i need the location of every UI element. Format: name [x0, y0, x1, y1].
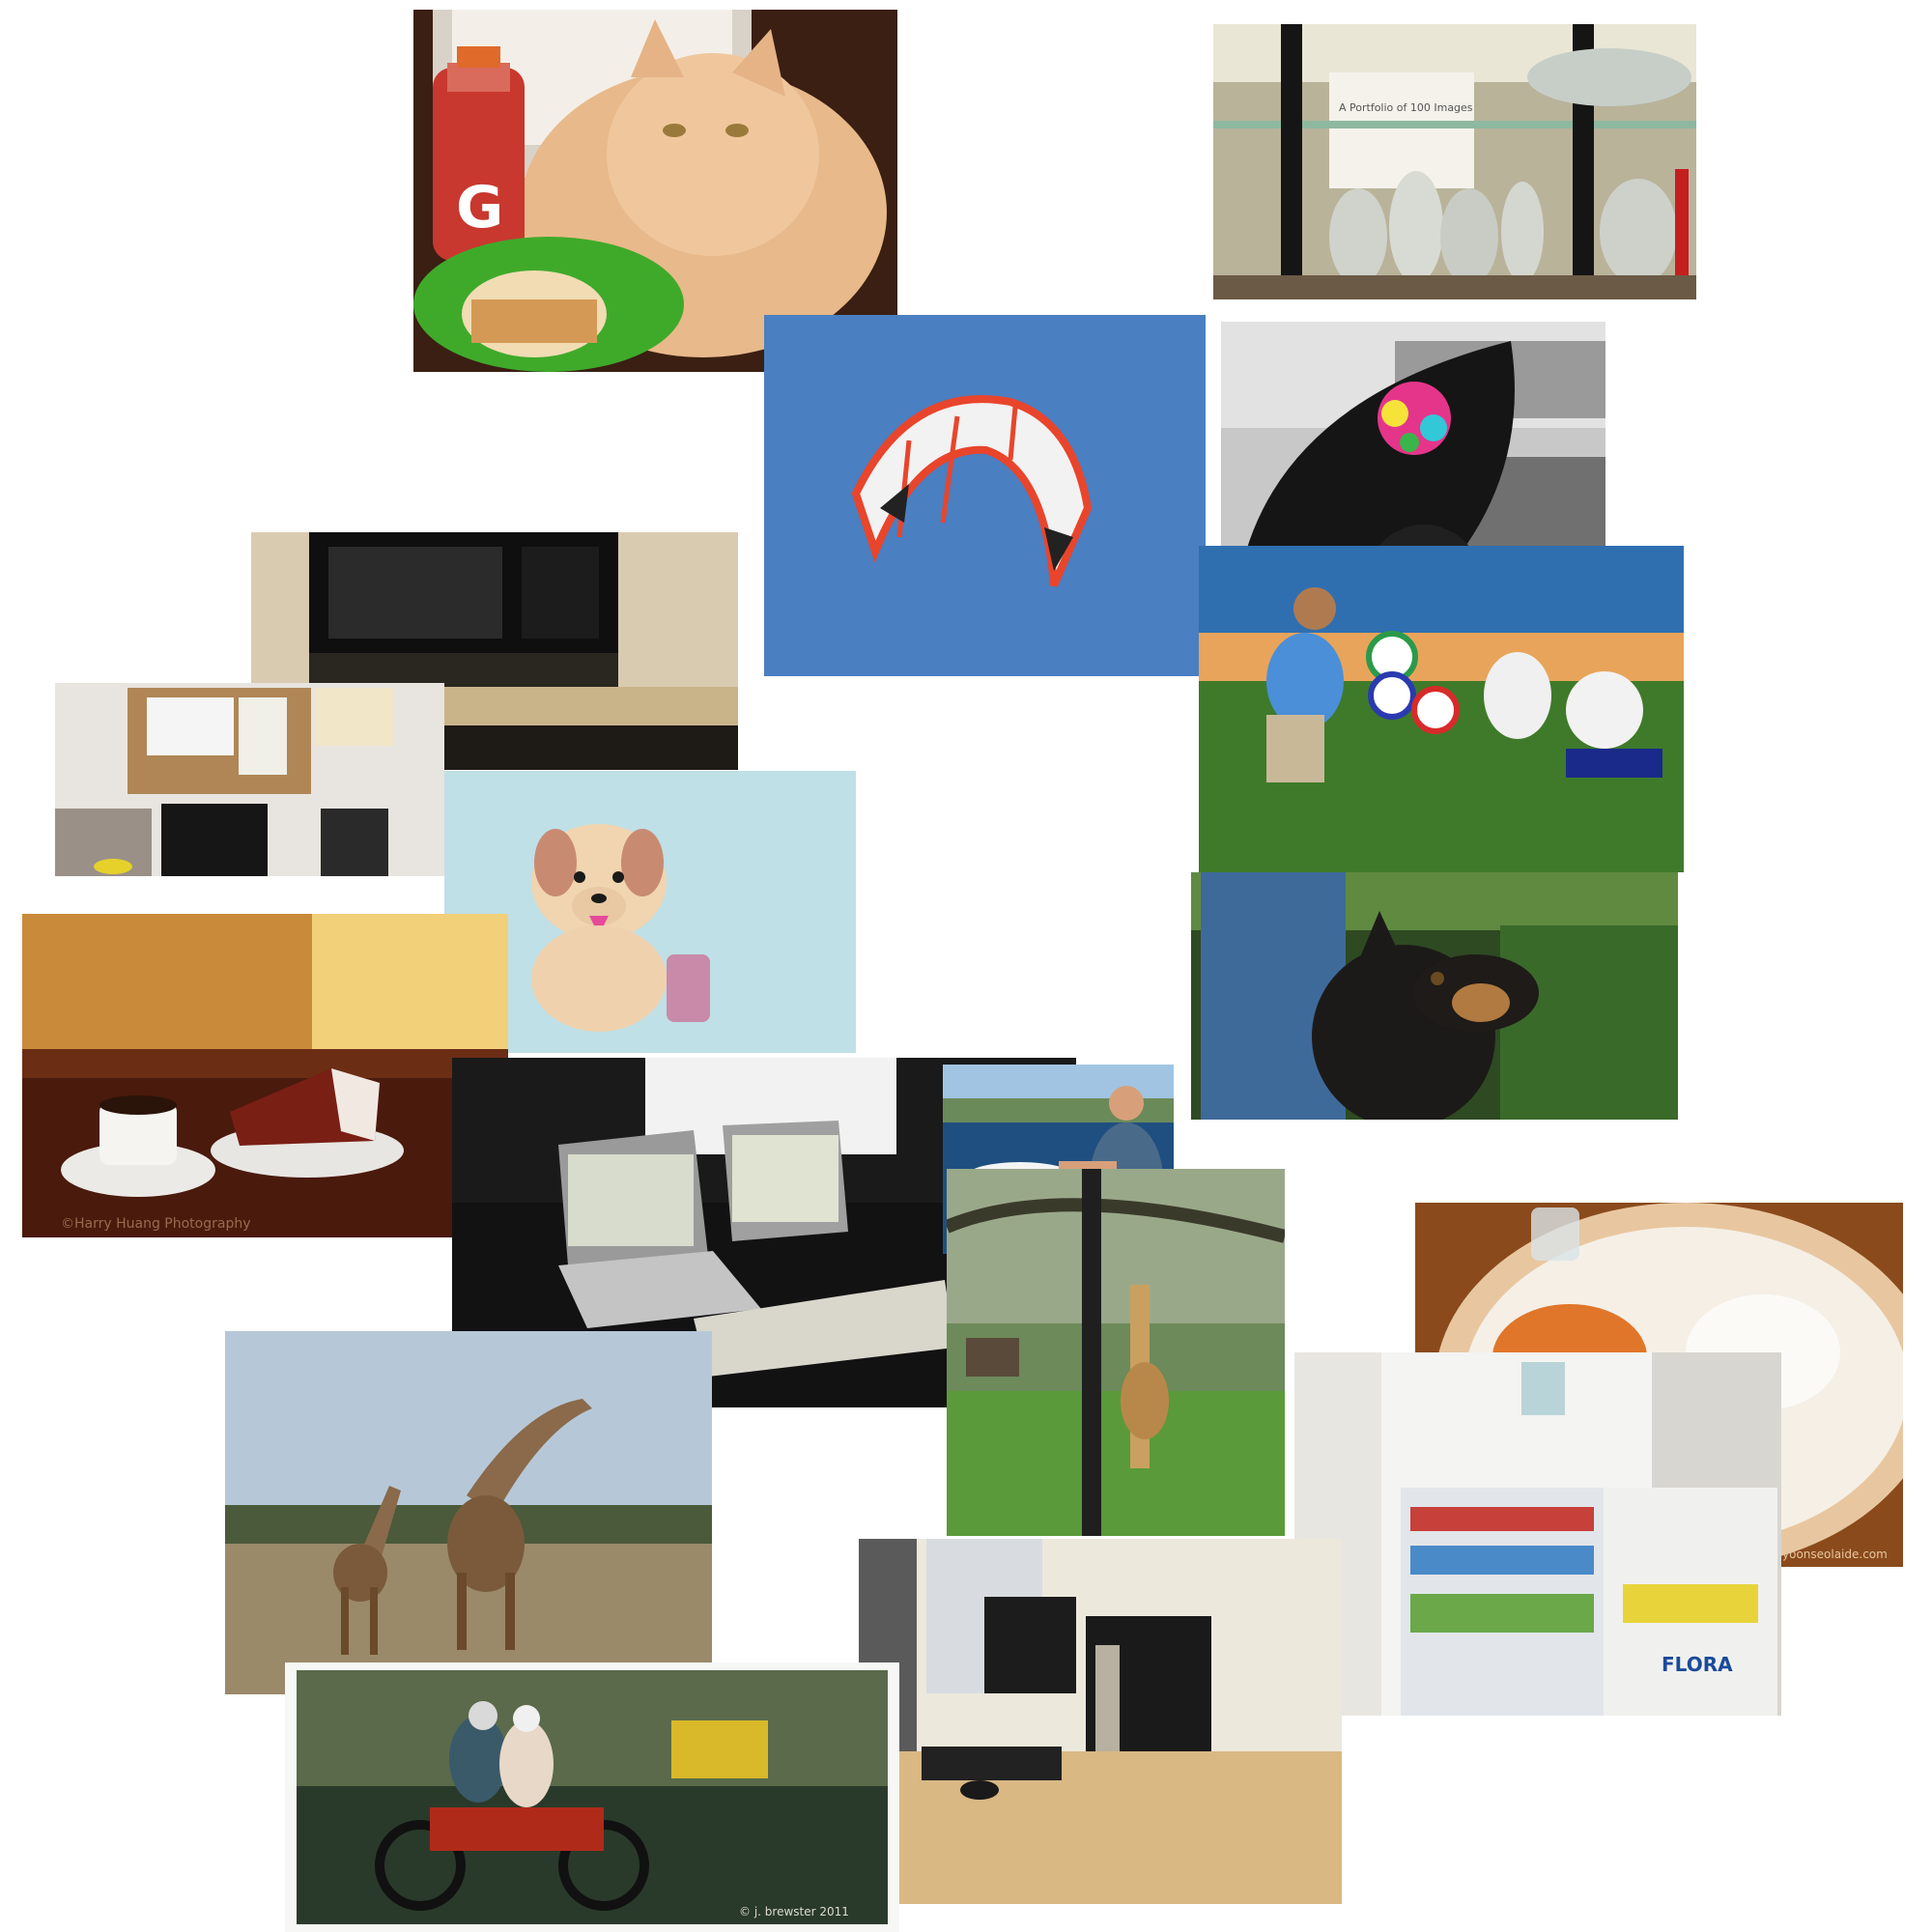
- office-desk-photo: [55, 683, 444, 876]
- cafe-watermark: ©Harry Huang Photography: [61, 1216, 251, 1232]
- motorcycle-credit: © j. brewster 2011: [739, 1905, 849, 1918]
- gallery-vases-photo: A Portfolio of 100 Images: [1213, 24, 1696, 299]
- bottle-logo: G: [456, 174, 503, 242]
- gallery-sign: A Portfolio of 100 Images: [1339, 101, 1473, 114]
- kite-photo: [764, 315, 1206, 676]
- coffee-cake-photo: ©Harry Huang Photography: [22, 914, 508, 1237]
- motorcycle-photo: © j. brewster 2011: [285, 1662, 899, 1932]
- food-watermark: yoonseolaide.com: [1782, 1548, 1888, 1561]
- dog-photo: [1191, 872, 1678, 1120]
- cat-photo: G: [413, 10, 897, 372]
- fridge-photo: FLORA: [1294, 1352, 1781, 1716]
- giraffe-tree-photo: [947, 1169, 1285, 1536]
- computer-desk-photo: [859, 1539, 1342, 1904]
- fridge-brand: FLORA: [1662, 1653, 1733, 1676]
- giraffes-photo: [225, 1331, 712, 1694]
- group-frisbee-photo: [1199, 546, 1684, 872]
- toy-puppy-photo: [444, 771, 856, 1053]
